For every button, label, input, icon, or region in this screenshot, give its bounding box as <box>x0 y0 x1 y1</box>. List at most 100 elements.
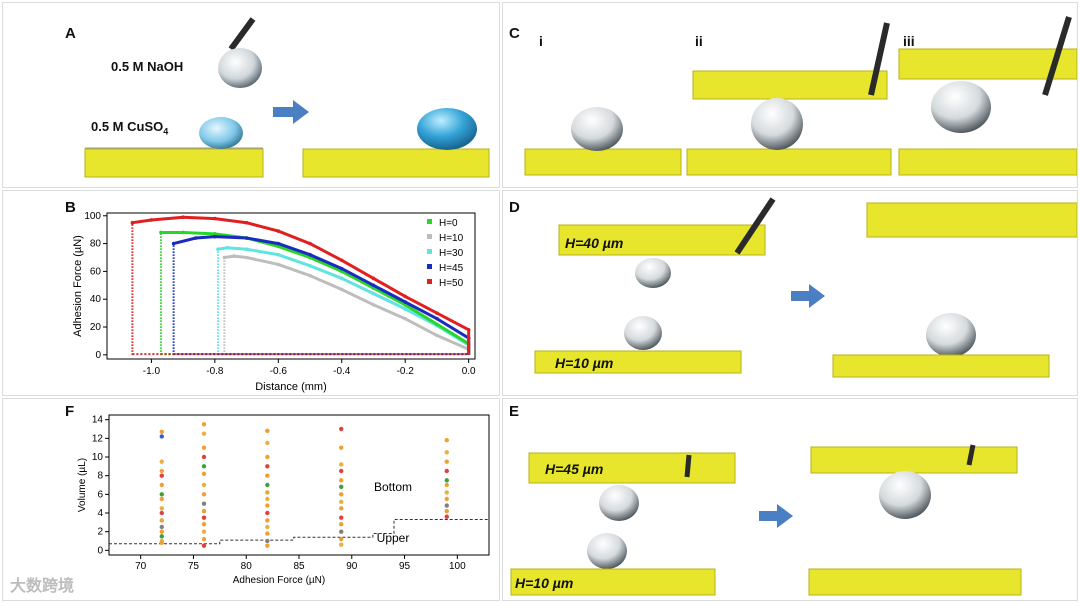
chart-f-point <box>265 543 270 548</box>
left-substrate <box>84 148 264 178</box>
e-right-needle-icon <box>966 444 976 466</box>
c-iii-droplet <box>931 81 991 133</box>
chart-f-x-tick-label: 85 <box>293 561 305 572</box>
chart-f-point <box>265 524 270 530</box>
chart-f-point <box>201 454 207 460</box>
chart-f-point <box>339 506 344 511</box>
chart-f-point <box>201 492 207 497</box>
chart-f-point <box>201 464 207 469</box>
chart-f-point <box>339 536 344 542</box>
naoh-label: 0.5 M NaOH <box>111 59 184 74</box>
chart-b-point <box>371 291 376 296</box>
chart-b-point <box>435 333 439 338</box>
d-right-top-substrate <box>866 202 1077 238</box>
chart-f-point <box>339 478 344 483</box>
chart-f-point <box>444 482 449 488</box>
chart-f-frame <box>108 414 490 556</box>
needle-icon <box>228 17 256 51</box>
chart-b-point <box>308 252 312 257</box>
chart-b-point <box>244 247 249 251</box>
d-tweezer-icon <box>734 197 776 255</box>
chart-f-y-tick-label: 10 <box>92 452 104 463</box>
d-left-bottom-substrate <box>534 350 742 374</box>
e-left-top-substrate <box>528 452 736 484</box>
chart-f-point <box>444 478 449 483</box>
chart-f-y-tick-label: 12 <box>92 433 104 444</box>
chart-b-point <box>435 311 439 315</box>
chart-b-series-h-0 <box>159 230 471 356</box>
chart-f-point <box>339 515 344 520</box>
chart-b-x-tick-label: -0.6 <box>270 366 288 377</box>
panel-c-illustration <box>524 16 1077 176</box>
chart-f-x-tick-label: 100 <box>449 561 466 572</box>
chart-f-ylabel: Volume (µL) <box>77 458 88 512</box>
panel-a-illustration <box>84 17 490 178</box>
chart-f-point <box>444 438 449 443</box>
chart-b-line <box>217 246 471 355</box>
chart-f-point <box>159 434 164 439</box>
e-right-arrow-icon <box>759 504 793 528</box>
chart-b-x-tick-label: 0.0 <box>462 366 476 377</box>
chart-b-series-h-45 <box>171 234 471 356</box>
chart-b-point <box>435 316 439 321</box>
chart-b-point <box>276 252 281 257</box>
chart-b-point <box>213 232 217 236</box>
chart-f-point <box>159 534 164 539</box>
chart-b-point <box>244 236 249 240</box>
c-ii-bottom-substrate <box>686 148 892 176</box>
chart-b-point <box>194 236 198 240</box>
panel-b-label: B <box>65 199 76 216</box>
chart-b-point <box>216 247 220 251</box>
panel-a: A 0.5 M NaOH 0.5 M CuSO4 <box>2 2 500 188</box>
chart-f-point <box>444 468 449 474</box>
chart-f-point <box>265 490 270 495</box>
chart-b-legend-swatch <box>427 234 432 239</box>
chart-b-line <box>173 235 471 355</box>
chart-f-point <box>159 459 164 464</box>
chart-f-point <box>201 471 207 476</box>
e-bottom-droplet <box>587 533 627 569</box>
chart-b-point <box>339 287 344 292</box>
volume-vs-force-chart: 70 75 80 85 90 95 100 0 2 4 6 8 10 12 14 Adhesion Force… <box>77 414 490 586</box>
chart-f-point <box>159 524 164 530</box>
chart-b-point <box>213 216 217 221</box>
chart-b-point <box>371 302 376 307</box>
d-right-arrow-icon <box>791 284 825 308</box>
chart-f-point <box>265 428 270 434</box>
chart-f-point <box>339 542 344 547</box>
chart-f-point <box>201 529 207 534</box>
chart-f-point <box>265 538 270 544</box>
chart-f-point <box>159 540 164 546</box>
chart-b-point <box>244 220 249 225</box>
chart-b-series-h-50 <box>130 215 471 356</box>
chart-b-y-tick-label: 80 <box>90 239 102 250</box>
chart-f-point <box>159 496 164 502</box>
chart-f-point <box>159 510 164 516</box>
d-right-bottom-substrate <box>832 354 1050 378</box>
panel-c-sub-ii: ii <box>695 33 703 49</box>
panel-a-label: A <box>65 25 76 42</box>
e-needle-icon <box>684 454 692 478</box>
chart-f-point <box>339 462 344 467</box>
chart-f-point <box>339 522 344 527</box>
chart-b-legend-label: H=10 <box>439 233 464 244</box>
e-h-top-label: H=45 µm <box>545 461 604 477</box>
chart-b-x-tick-label: -0.8 <box>206 366 224 377</box>
chart-b-point <box>149 218 154 222</box>
c-iii-top-substrate <box>898 48 1077 80</box>
chart-b-legend-swatch <box>427 279 432 284</box>
chart-f-point <box>444 496 449 502</box>
chart-f-y-tick-label: 8 <box>97 471 103 482</box>
e-merged-droplet <box>879 471 931 519</box>
chart-b-point <box>403 316 408 321</box>
chart-f-point <box>265 482 270 488</box>
chart-f-point <box>339 468 344 474</box>
adhesion-force-chart: -1.0 -0.8 -0.6 -0.4 -0.2 0.0 0 20 40 60 80 100 Dista… <box>72 211 476 393</box>
panel-c-label: C <box>509 25 520 42</box>
panel-c-sub-iii: iii <box>903 33 915 49</box>
chart-f-y-tick-label: 0 <box>97 545 103 556</box>
e-right-top-substrate <box>810 446 1018 474</box>
chart-b-point <box>276 229 281 233</box>
chart-b-y-tick-label: 60 <box>90 266 102 277</box>
chart-f-point <box>159 518 164 523</box>
